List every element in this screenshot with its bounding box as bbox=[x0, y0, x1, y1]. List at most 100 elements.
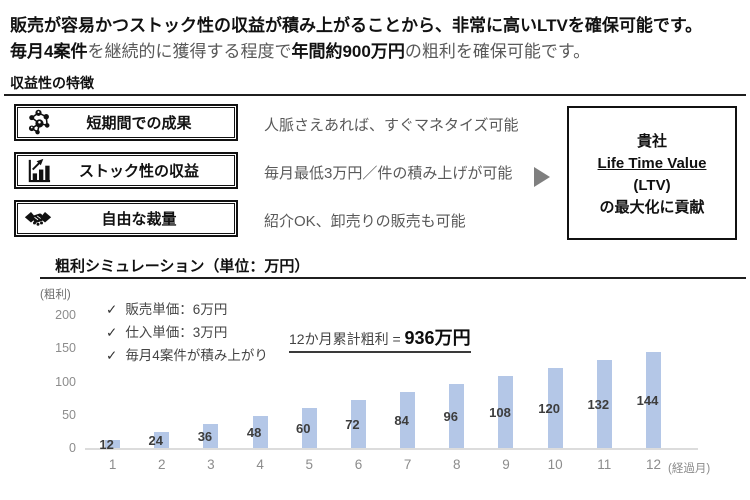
section-title: 収益性の特徴 bbox=[10, 75, 94, 91]
chart-title: 粗利シミュレーション（単位：万円） bbox=[55, 258, 310, 275]
headline-main: 販売が容易かつストック性の収益が積み上がることから、非常に高いLTVを確保可能で… bbox=[10, 16, 703, 35]
bar-value-label-month-2: 24 bbox=[148, 433, 163, 449]
bar-month-5 bbox=[301, 408, 317, 448]
y-axis-caption: (粗利) bbox=[40, 289, 71, 301]
bar-value-label-month-12: 144 bbox=[636, 393, 659, 409]
ltv-line-company: 貴社 bbox=[636, 133, 667, 150]
bar-column-month-4: 48 bbox=[236, 315, 285, 448]
x-tick-8: 8 bbox=[453, 457, 461, 472]
x-tick-12: 12 bbox=[645, 457, 661, 472]
x-tick-7: 7 bbox=[403, 457, 412, 472]
y-tick-0: 0 bbox=[69, 441, 76, 455]
cumulative-profit-value: 936万円 bbox=[404, 328, 471, 348]
cumulative-profit-note: 12か月累計粗利 = 936万円 bbox=[289, 324, 471, 353]
cumulative-profit-prefix: 12か月累計粗利 = bbox=[289, 331, 405, 347]
bar-value-label-month-9: 108 bbox=[489, 405, 511, 421]
ltv-line-maximize: の最大化に貢献 bbox=[599, 199, 705, 216]
ltv-line-lifetime-value: Life Time Value bbox=[597, 155, 707, 172]
y-tick-200: 200 bbox=[55, 308, 76, 322]
chart-note-1: ✓ 販売単価：6万円 bbox=[106, 298, 268, 321]
chart-note-text: 仕入単価：3万円 bbox=[125, 325, 228, 340]
feature-box-recurring-revenue: ストック性の収益 bbox=[14, 152, 238, 189]
chart-note-text: 販売単価：6万円 bbox=[125, 302, 228, 317]
ltv-line-abbr: (LTV) bbox=[633, 177, 671, 194]
chart-note-3: ✓ 毎月4案件が積み上がり bbox=[106, 344, 268, 367]
bar-value-label-month-7: 84 bbox=[394, 413, 409, 429]
bar-chart-plot: 12 24 36 48 60 72 84 96 108 120 132 144 bbox=[88, 315, 678, 452]
x-tick-3: 3 bbox=[207, 457, 215, 472]
bar-month-7 bbox=[400, 392, 416, 448]
section-divider bbox=[4, 94, 746, 96]
bar-month-6 bbox=[350, 400, 366, 448]
headline-sub-dim1: を継続的に獲得する程度で bbox=[87, 42, 292, 61]
chart-assumption-notes: ✓ 販売単価：6万円 ✓ 仕入単価：3万円 ✓ 毎月4案件が積み上がり bbox=[106, 298, 268, 367]
y-tick-100: 100 bbox=[55, 374, 76, 389]
y-tick-150: 150 bbox=[55, 341, 76, 356]
x-tick-11: 11 bbox=[597, 457, 612, 472]
bar-month-3 bbox=[203, 424, 219, 448]
bar-value-label-month-4: 48 bbox=[246, 425, 262, 441]
bar-month-1 bbox=[105, 440, 121, 448]
headline-sub: 毎月4案件を継続的に獲得する程度で年間約900万円の粗利を確保可能です。 bbox=[10, 37, 590, 62]
x-tick-2: 2 bbox=[158, 457, 166, 472]
feature-desc-recurring-revenue: 毎月最低3万円／件の積み上げが可能 bbox=[264, 165, 513, 182]
bar-value-label-month-5: 60 bbox=[296, 421, 311, 437]
headline-sub-dim2: の粗利を確保可能です。 bbox=[404, 42, 591, 61]
feature-box-quick-results: 短期間での成果 bbox=[14, 104, 238, 141]
bar-value-label-month-3: 36 bbox=[197, 429, 213, 445]
bar-value-label-month-1: 12 bbox=[99, 437, 114, 452]
checkmark-icon: ✓ bbox=[106, 348, 118, 363]
bar-month-2 bbox=[154, 432, 170, 448]
x-axis-suffix: (経過月) bbox=[668, 463, 711, 475]
checkmark-icon: ✓ bbox=[106, 325, 118, 340]
bar-month-12 bbox=[645, 352, 661, 448]
bar-month-4 bbox=[252, 416, 268, 448]
right-arrow-icon bbox=[534, 167, 550, 187]
bar-column-month-11: 132 bbox=[580, 315, 629, 448]
x-tick-4: 4 bbox=[256, 457, 264, 472]
x-axis-line bbox=[85, 448, 698, 450]
x-tick-9: 9 bbox=[502, 457, 510, 472]
bar-value-label-month-6: 72 bbox=[345, 417, 360, 433]
chart-title-underline bbox=[40, 277, 746, 279]
bar-column-month-2: 24 bbox=[137, 315, 186, 448]
y-tick-50: 50 bbox=[62, 407, 76, 422]
ltv-contribution-box: 貴社 Life Time Value (LTV) の最大化に貢献 bbox=[567, 106, 737, 240]
checkmark-icon: ✓ bbox=[106, 302, 118, 317]
bar-month-8 bbox=[449, 384, 465, 448]
bar-column-month-10: 120 bbox=[531, 315, 580, 448]
bar-column-month-9: 108 bbox=[481, 315, 530, 448]
chart-note-text: 毎月4案件が積み上がり bbox=[125, 348, 268, 363]
handshake-icon bbox=[24, 205, 52, 233]
y-axis-ticks: 0 50 100 150 200 bbox=[28, 308, 76, 455]
headline-sub-em1: 毎月4案件 bbox=[10, 42, 88, 61]
x-tick-10: 10 bbox=[547, 457, 563, 472]
bar-value-label-month-11: 132 bbox=[587, 397, 610, 413]
bar-value-label-month-10: 120 bbox=[538, 401, 560, 417]
feature-box-free-discretion: 自由な裁量 bbox=[14, 200, 238, 237]
feature-label-recurring-revenue: ストック性の収益 bbox=[78, 163, 199, 180]
x-tick-1: 1 bbox=[108, 457, 117, 472]
bar-chart-icon bbox=[24, 157, 52, 185]
bar-value-label-month-8: 96 bbox=[443, 409, 459, 425]
bar-column-month-8: 96 bbox=[432, 315, 481, 448]
bar-month-11 bbox=[596, 360, 612, 448]
bar-column-month-7: 84 bbox=[383, 315, 432, 448]
feature-label-free-discretion: 自由な裁量 bbox=[101, 211, 177, 228]
x-tick-6: 6 bbox=[354, 457, 363, 472]
bar-column-month-6: 72 bbox=[334, 315, 383, 448]
chart-note-2: ✓ 仕入単価：3万円 bbox=[106, 321, 268, 344]
bar-column-month-3: 36 bbox=[186, 315, 235, 448]
x-tick-5: 5 bbox=[305, 457, 314, 472]
feature-label-quick-results: 短期間での成果 bbox=[86, 115, 192, 132]
feature-desc-quick-results: 人脈さえあれば、すぐマネタイズ可能 bbox=[264, 117, 519, 134]
network-icon bbox=[24, 109, 52, 137]
headline-sub-em2: 年間約900万円 bbox=[291, 42, 405, 61]
feature-desc-free-discretion: 紹介OK、卸売りの販売も可能 bbox=[264, 213, 466, 230]
bar-column-month-12: 144 bbox=[629, 315, 678, 448]
bar-month-9 bbox=[498, 376, 514, 448]
bar-month-10 bbox=[547, 368, 563, 448]
bar-column-month-1: 12 bbox=[88, 315, 137, 452]
bar-column-month-5: 60 bbox=[285, 315, 334, 448]
x-axis-labels: 1 2 3 4 5 6 7 8 9 10 11 12 bbox=[88, 457, 678, 472]
